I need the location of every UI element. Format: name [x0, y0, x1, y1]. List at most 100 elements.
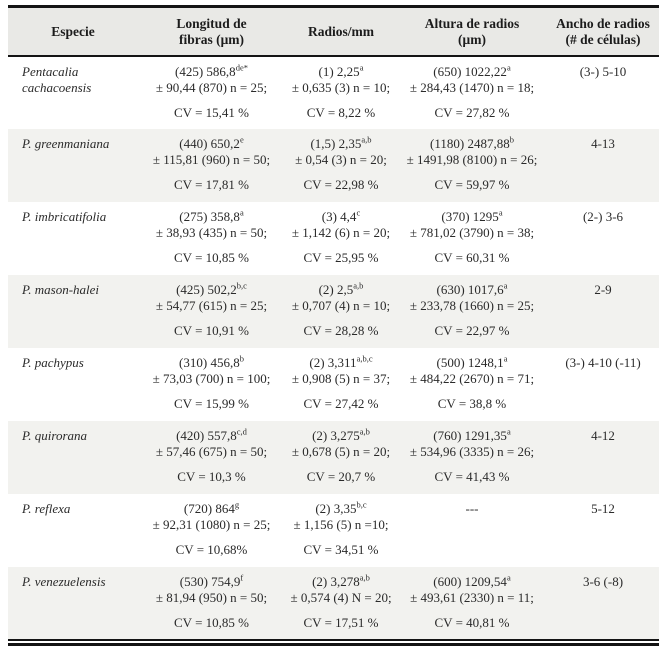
- sd-range-n-value: ± 0,635 (3) n = 10;: [291, 80, 391, 95]
- sd-range-n-value: ± 0,54 (3) n = 20;: [295, 152, 387, 167]
- species-anatomy-table: Especie Longitud de fibras (μm) Radios/mm Al…: [8, 5, 659, 641]
- sd-range-n-value: ± 1,156 (5) n =10;: [293, 517, 389, 532]
- data-cell: (425) 586,8de* ± 90,44 (870) n = 25; CV = …: [138, 56, 285, 129]
- significance-superscript: a: [503, 280, 508, 291]
- table-bottom-rule: [8, 643, 659, 646]
- sd-range-n-value: ± 92,31 (1080) n = 25;: [152, 517, 271, 532]
- sd-range-n-value: ± 0,908 (5) n = 37;: [291, 371, 391, 386]
- species-name: P. mason-halei: [22, 282, 100, 297]
- data-cell: (720) 864g ± 92,31 (1080) n = 25; CV = 10,…: [138, 494, 285, 567]
- mean-value: (1180) 2487,88b: [430, 134, 514, 151]
- cv-value: CV = 20,7 %: [306, 469, 376, 484]
- sd-range-n-value: ± 1491,98 (8100) n = 26;: [406, 152, 538, 167]
- cv-value: CV = 27,82 %: [434, 105, 510, 120]
- cv-value: CV = 40,81 %: [434, 615, 510, 630]
- mean-value: (600) 1209,54a: [433, 572, 511, 589]
- significance-superscript: c: [356, 207, 361, 218]
- data-cell: 2-9: [547, 275, 659, 348]
- mean-value: (425) 502,2b,c: [176, 280, 247, 297]
- species-name: Pentacalia cachacoensis: [22, 64, 92, 95]
- data-cell: (2-) 3-6: [547, 202, 659, 275]
- cv-value: CV = 17,81 %: [174, 177, 249, 192]
- data-cell: (650) 1022,22a ± 284,43 (1470) n = 18; CV …: [397, 56, 547, 129]
- table-row: P. mason-halei (425) 502,2b,c ± 54,77 (615…: [8, 275, 659, 348]
- significance-superscript: a,b: [361, 134, 372, 145]
- significance-superscript: b: [509, 134, 514, 145]
- column-header-altura-radios: Altura de radios (μm): [397, 6, 547, 57]
- significance-superscript: e: [239, 134, 244, 145]
- mean-value: (650) 1022,22a: [433, 62, 511, 79]
- data-cell: 5-12: [547, 494, 659, 567]
- sd-range-n-value: ± 1,142 (6) n = 20;: [291, 225, 391, 240]
- column-header-especie: Especie: [8, 6, 138, 57]
- data-cell: (440) 650,2e ± 115,81 (960) n = 50; CV = 1…: [138, 129, 285, 202]
- cv-value: CV = 10,3 %: [177, 469, 246, 484]
- sd-range-n-value: ± 54,77 (615) n = 25;: [155, 298, 268, 313]
- cv-value: CV = 15,99 %: [174, 396, 249, 411]
- range-value: (3-) 5-10: [579, 64, 627, 79]
- data-cell: (530) 754,9f ± 81,94 (950) n = 50; CV = 10…: [138, 567, 285, 641]
- species-name: P. quirorana: [22, 428, 88, 443]
- sd-range-n-value: ± 73,03 (700) n = 100;: [152, 371, 271, 386]
- sd-range-n-value: ± 115,81 (960) n = 50;: [152, 152, 271, 167]
- sd-range-n-value: ± 781,02 (3790) n = 38;: [409, 225, 535, 240]
- cv-value: CV = 28,28 %: [303, 323, 379, 338]
- data-cell: (1180) 2487,88b ± 1491,98 (8100) n = 26; C…: [397, 129, 547, 202]
- data-cell: (2) 3,278a,b ± 0,574 (4) N = 20; CV = 17,5…: [285, 567, 397, 641]
- significance-superscript: a,b: [359, 426, 370, 437]
- species-name: P. venezuelensis: [8, 567, 138, 641]
- mean-value: (720) 864g: [183, 499, 240, 516]
- sd-range-n-value: ± 484,22 (2670) n = 71;: [409, 371, 535, 386]
- sd-range-n-value: ± 0,678 (5) n = 20;: [291, 444, 391, 459]
- mean-value: (2) 2,5a,b: [318, 280, 364, 297]
- cv-value: CV = 22,97 %: [434, 323, 510, 338]
- data-cell: 4-13: [547, 129, 659, 202]
- range-value: 5-12: [591, 501, 615, 516]
- mean-value: (440) 650,2e: [179, 134, 244, 151]
- significance-superscript: a: [506, 572, 511, 583]
- data-cell: (370) 1295a ± 781,02 (3790) n = 38; CV = 6…: [397, 202, 547, 275]
- data-cell: (275) 358,8a ± 38,93 (435) n = 50; CV = 10…: [138, 202, 285, 275]
- cv-value: CV = 38,8 %: [437, 396, 507, 411]
- table-header: Especie Longitud de fibras (μm) Radios/mm Al…: [8, 6, 659, 57]
- mean-value: (3) 4,4c: [321, 207, 361, 224]
- data-cell: (630) 1017,6a ± 233,78 (1660) n = 25; CV =…: [397, 275, 547, 348]
- table-row: Pentacalia cachacoensis (425) 586,8de* ± 90…: [8, 56, 659, 129]
- sd-range-n-value: ± 534,96 (3335) n = 26;: [409, 444, 535, 459]
- mean-value: (500) 1248,1a: [436, 353, 508, 370]
- mean-value: (310) 456,8b: [179, 353, 244, 370]
- sd-range-n-value: ± 284,43 (1470) n = 18;: [409, 80, 535, 95]
- sd-range-n-value: ± 90,44 (870) n = 25;: [155, 80, 268, 95]
- column-header-longitud-fibras: Longitud de fibras (μm): [138, 6, 285, 57]
- species-name: P. greenmaniana: [22, 136, 110, 151]
- data-cell: (420) 557,8c,d ± 57,46 (675) n = 50; CV = …: [138, 421, 285, 494]
- mean-value: (425) 586,8de*: [175, 62, 248, 79]
- table-row: P. quirorana (420) 557,8c,d ± 57,46 (675) …: [8, 421, 659, 494]
- table-row: P. reflexa (720) 864g ± 92,31 (1080) n = 2…: [8, 494, 659, 567]
- mean-value: (530) 754,9f: [179, 572, 244, 589]
- range-value: 2-9: [594, 282, 612, 297]
- table-row: P. pachypus (310) 456,8b ± 73,03 (700) n =…: [8, 348, 659, 421]
- data-cell: (760) 1291,35a ± 534,96 (3335) n = 26; CV …: [397, 421, 547, 494]
- data-cell: (500) 1248,1a ± 484,22 (2670) n = 71; CV =…: [397, 348, 547, 421]
- table-row: P. greenmaniana (440) 650,2e ± 115,81 (960…: [8, 129, 659, 202]
- sd-range-n-value: ± 233,78 (1660) n = 25;: [409, 298, 535, 313]
- mean-value: (275) 358,8a: [179, 207, 244, 224]
- cv-value: CV = 10,91 %: [174, 323, 249, 338]
- cv-value: CV = 34,51 %: [303, 542, 379, 557]
- significance-superscript: g: [234, 499, 240, 510]
- data-cell: (1,5) 2,35a,b ± 0,54 (3) n = 20; CV = 22,9…: [285, 129, 397, 202]
- data-cell: ---: [397, 494, 547, 567]
- significance-superscript: f: [240, 572, 244, 583]
- species-name: P. pachypus: [22, 355, 84, 370]
- cv-value: CV = 41,43 %: [434, 469, 510, 484]
- sd-range-n-value: ± 81,94 (950) n = 50;: [155, 590, 268, 605]
- significance-superscript: b,c: [356, 499, 367, 510]
- data-cell: (2) 3,35b,c ± 1,156 (5) n =10; CV = 34,51 …: [285, 494, 397, 567]
- mean-value: (1,5) 2,35a,b: [310, 134, 372, 151]
- table-row: P. imbricatifolia (275) 358,8a ± 38,93 (43…: [8, 202, 659, 275]
- range-value: (3-) 4-10 (-11): [565, 355, 641, 370]
- sd-range-n-value: ± 38,93 (435) n = 50;: [155, 225, 268, 240]
- significance-superscript: a: [359, 62, 364, 73]
